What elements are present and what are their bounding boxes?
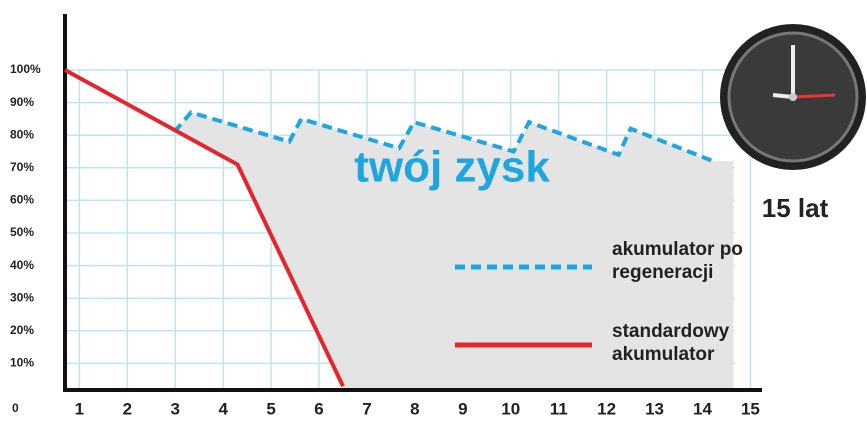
y-tick-label: 80%: [10, 127, 34, 141]
x-tick-label: 5: [266, 399, 275, 418]
y-tick-label: 90%: [10, 95, 34, 109]
page: twój zysk 15 lat 0 10% 20% 30% 40% 50% 60% 70% 8…: [0, 0, 867, 421]
clock-label: 15 lat: [762, 193, 829, 223]
x-tick-label: 13: [645, 399, 664, 418]
x-tick-label: 11: [550, 399, 568, 418]
x-tick-label: 2: [123, 399, 132, 418]
clock-center: [789, 93, 797, 101]
clock-hand: [793, 95, 835, 97]
x-tick-label: 15: [741, 399, 760, 418]
x-tick-label: 14: [693, 399, 712, 418]
x-tick-label: 10: [501, 399, 520, 418]
y-tick-label: 30%: [10, 290, 34, 304]
y-tick-label: 20%: [10, 323, 34, 337]
x-tick-label: 9: [458, 399, 467, 418]
x-tick-label: 7: [362, 399, 371, 418]
legend-label: standardowy akumulator: [612, 320, 782, 366]
legend-label: akumulator po regeneracji: [612, 238, 782, 284]
y-tick-label: 0: [12, 401, 19, 415]
y-tick-label: 50%: [10, 225, 34, 239]
x-tick-label: 4: [218, 399, 228, 418]
x-tick-label: 3: [171, 399, 180, 418]
annotation: twój zysk: [354, 143, 550, 192]
y-tick-label: 40%: [10, 258, 34, 272]
clock: [720, 24, 866, 170]
y-tick-label: 10%: [10, 356, 34, 370]
y-tick-label: 100%: [10, 62, 41, 76]
x-tick-label: 12: [597, 399, 616, 418]
x-tick-label: 1: [75, 399, 84, 418]
x-tick-label: 6: [314, 399, 323, 418]
y-tick-label: 60%: [10, 193, 34, 207]
y-tick-label: 70%: [10, 160, 34, 174]
x-tick-label: 8: [410, 399, 419, 418]
